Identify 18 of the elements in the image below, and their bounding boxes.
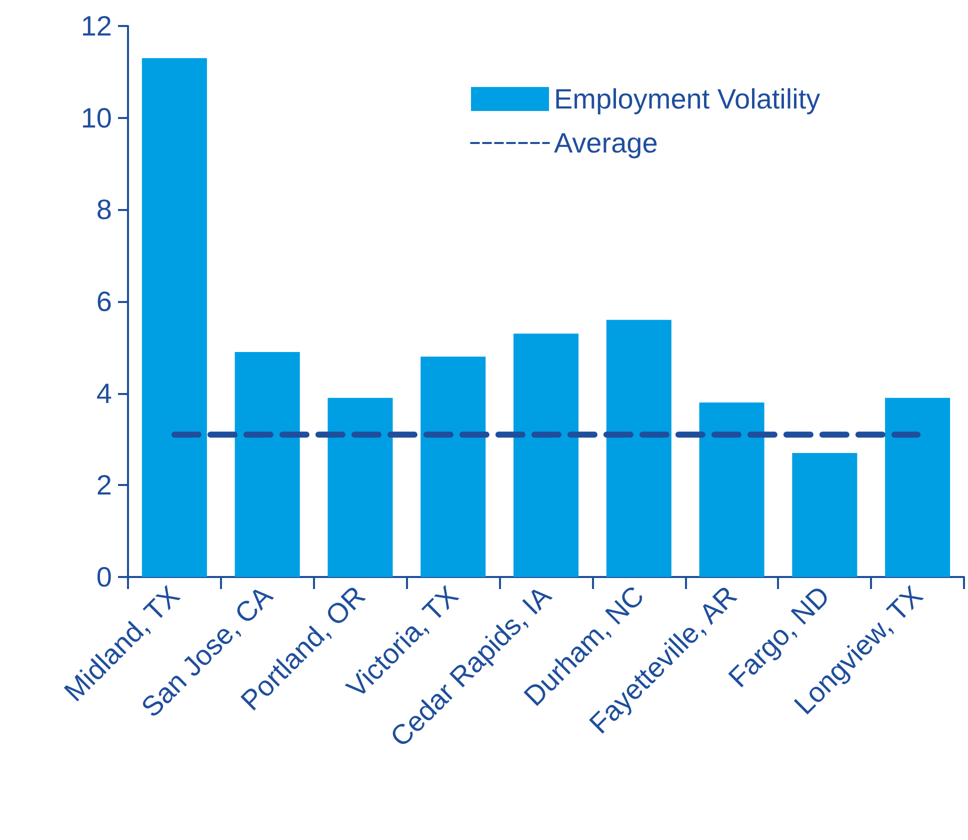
y-tick-label: 8 bbox=[96, 194, 112, 226]
y-tick-label: 12 bbox=[80, 10, 112, 42]
bar bbox=[420, 356, 486, 577]
bar bbox=[513, 334, 579, 577]
y-tick-label: 10 bbox=[80, 102, 112, 134]
y-tick-label: 2 bbox=[96, 470, 112, 501]
legend-label: Average bbox=[554, 128, 658, 158]
bar bbox=[142, 58, 207, 577]
bar bbox=[792, 453, 858, 577]
bar bbox=[885, 398, 950, 577]
y-tick-label: 4 bbox=[96, 378, 112, 409]
bar bbox=[606, 320, 672, 577]
bar bbox=[328, 398, 393, 577]
y-tick-label: 0 bbox=[96, 562, 112, 592]
legend-label: Employment Volatility bbox=[554, 84, 820, 114]
bar bbox=[234, 352, 300, 577]
bar bbox=[699, 402, 764, 577]
y-tick-label: 6 bbox=[96, 286, 112, 317]
